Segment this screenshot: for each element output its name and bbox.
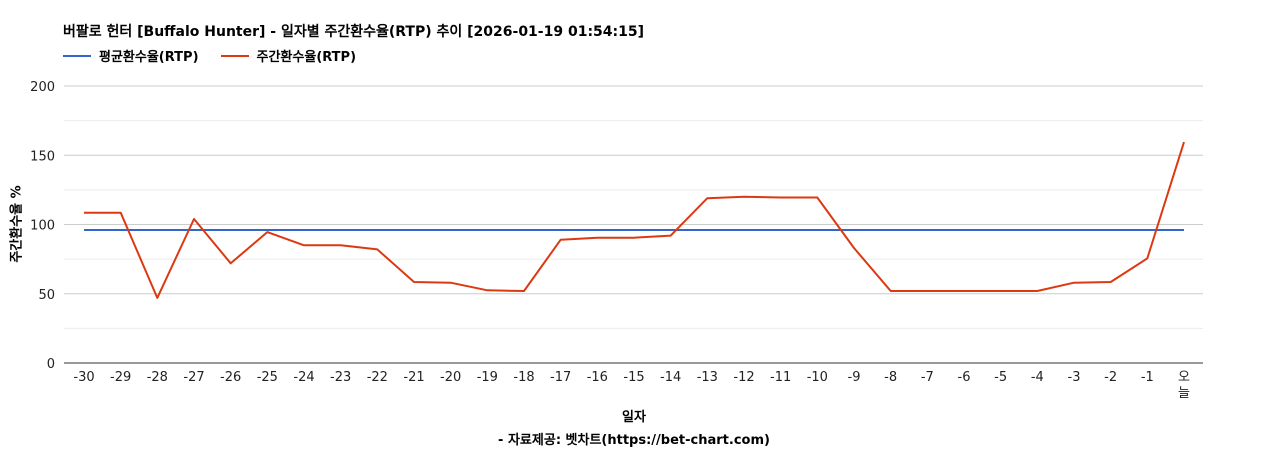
x-tick-label: -8 (884, 370, 897, 385)
legend-label-average: 평균환수율(RTP) (99, 50, 199, 65)
x-tick-label: -10 (807, 370, 828, 385)
x-tick-label: -11 (770, 370, 791, 385)
series-line-weekly (84, 141, 1185, 299)
legend-label-weekly: 주간환수율(RTP) (256, 50, 357, 65)
x-tick-label: -17 (550, 370, 571, 385)
x-tick-label: -6 (958, 370, 971, 385)
x-tick-label: -26 (220, 370, 241, 385)
x-tick-label: -21 (403, 370, 424, 385)
x-tick-label: -29 (110, 370, 131, 385)
x-tick-label: -22 (367, 370, 388, 385)
x-tick-label: -13 (697, 370, 718, 385)
legend-item-weekly[interactable]: 주간환수율(RTP) (220, 46, 357, 65)
x-tick-label: -5 (994, 370, 1007, 385)
y-tick-label: 100 (30, 219, 55, 234)
x-tick-label: -24 (293, 370, 314, 385)
y-tick-label: 50 (38, 288, 55, 303)
x-axis-title: 일자 (622, 410, 646, 425)
x-tick-label: -16 (587, 370, 608, 385)
y-tick-label: 0 (47, 357, 55, 372)
x-tick-label: -4 (1031, 370, 1044, 385)
x-tick-label: -30 (73, 370, 94, 385)
chart-title: 버팔로 헌터 [Buffalo Hunter] - 일자별 주간환수율(RTP)… (63, 24, 645, 40)
legend-item-average[interactable]: 평균환수율(RTP) (63, 46, 199, 65)
x-tick-label: -27 (183, 370, 204, 385)
legend-swatch-weekly (220, 54, 249, 57)
x-tick-label: -28 (147, 370, 168, 385)
x-tick-label: -2 (1104, 370, 1117, 385)
x-tick-label: -25 (257, 370, 278, 385)
x-tick-label: -19 (477, 370, 498, 385)
legend-swatch-average (63, 54, 91, 57)
x-tick-label: -23 (330, 370, 351, 385)
legend: 평균환수율(RTP) 주간환수율(RTP) (63, 46, 378, 65)
x-tick-label: -12 (733, 370, 754, 385)
x-tick-label: -20 (440, 370, 461, 385)
y-tick-label: 200 (30, 80, 55, 95)
x-tick-label: -15 (623, 370, 644, 385)
x-tick-label: -14 (660, 370, 681, 385)
y-tick-label: 150 (30, 149, 55, 164)
x-tick-label: -7 (921, 370, 934, 385)
x-tick-label-char: 늘 (1178, 386, 1190, 401)
x-tick-label: -18 (513, 370, 534, 385)
x-tick-label: -1 (1141, 370, 1154, 385)
x-tick-label: -9 (848, 370, 861, 385)
data-source: - 자료제공: 벳차트(https://bet-chart.com) (498, 433, 770, 448)
y-axis-title: 주간환수율 % (9, 185, 25, 263)
x-tick-label-char: 오 (1178, 370, 1190, 385)
x-tick-label: -3 (1068, 370, 1081, 385)
